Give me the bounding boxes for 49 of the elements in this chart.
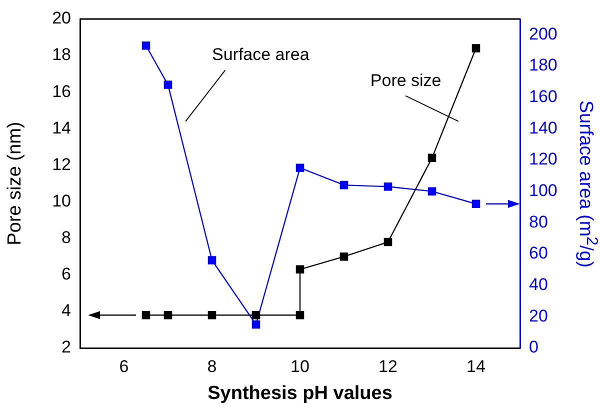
x-tick-label: 6 [119, 356, 129, 376]
point [208, 310, 216, 320]
point [142, 310, 150, 320]
y-axis-title: Pore size (nm) [4, 122, 26, 246]
y2-tick-label: 180 [529, 56, 558, 75]
y2-tick-label: 100 [529, 181, 558, 200]
point [472, 200, 480, 208]
x-tick-label: 14 [466, 356, 486, 376]
y-tick-label: 20 [52, 8, 71, 28]
point [296, 265, 304, 274]
point [296, 310, 304, 320]
x-tick-label: 10 [290, 356, 310, 376]
point [142, 42, 150, 50]
y2-tick-label: 160 [529, 87, 558, 106]
x-tick-label: 8 [207, 356, 217, 376]
y-tick-label: 2 [62, 338, 71, 357]
y2-tick-label: 200 [529, 24, 558, 44]
point [296, 164, 304, 172]
x-axis-title: Synthesis pH values [208, 382, 392, 404]
point [164, 80, 172, 89]
text: Surface area [212, 45, 310, 64]
y2-tick-label: 40 [529, 275, 548, 294]
y-tick-label: 8 [62, 228, 71, 248]
y-tick-label: 10 [52, 191, 71, 210]
point [472, 44, 480, 52]
point [340, 180, 348, 190]
y-tick-label: 18 [52, 45, 71, 64]
point [252, 310, 260, 320]
y-tick-label: 12 [52, 154, 71, 174]
y2-tick-label: 20 [529, 306, 548, 326]
y2-tick-label: 140 [529, 118, 558, 138]
point [208, 256, 216, 264]
y2-tick-label: 60 [529, 244, 548, 263]
point [384, 238, 392, 246]
point [428, 187, 436, 196]
series-label: Pore size [370, 70, 442, 90]
y-tick-label: 16 [52, 82, 71, 101]
y2-tick-label: 120 [529, 150, 558, 169]
x-tick-label: 12 [378, 356, 398, 376]
point [252, 320, 260, 329]
point [340, 252, 348, 261]
y-tick-label: 6 [62, 264, 71, 284]
y-tick-label: 14 [52, 118, 71, 138]
y2-tick-label: 80 [529, 212, 548, 232]
point [428, 154, 436, 162]
y-tick-label: 4 [62, 301, 71, 320]
point [384, 182, 392, 191]
y2-tick-label: 0 [529, 338, 538, 357]
point [164, 310, 172, 320]
